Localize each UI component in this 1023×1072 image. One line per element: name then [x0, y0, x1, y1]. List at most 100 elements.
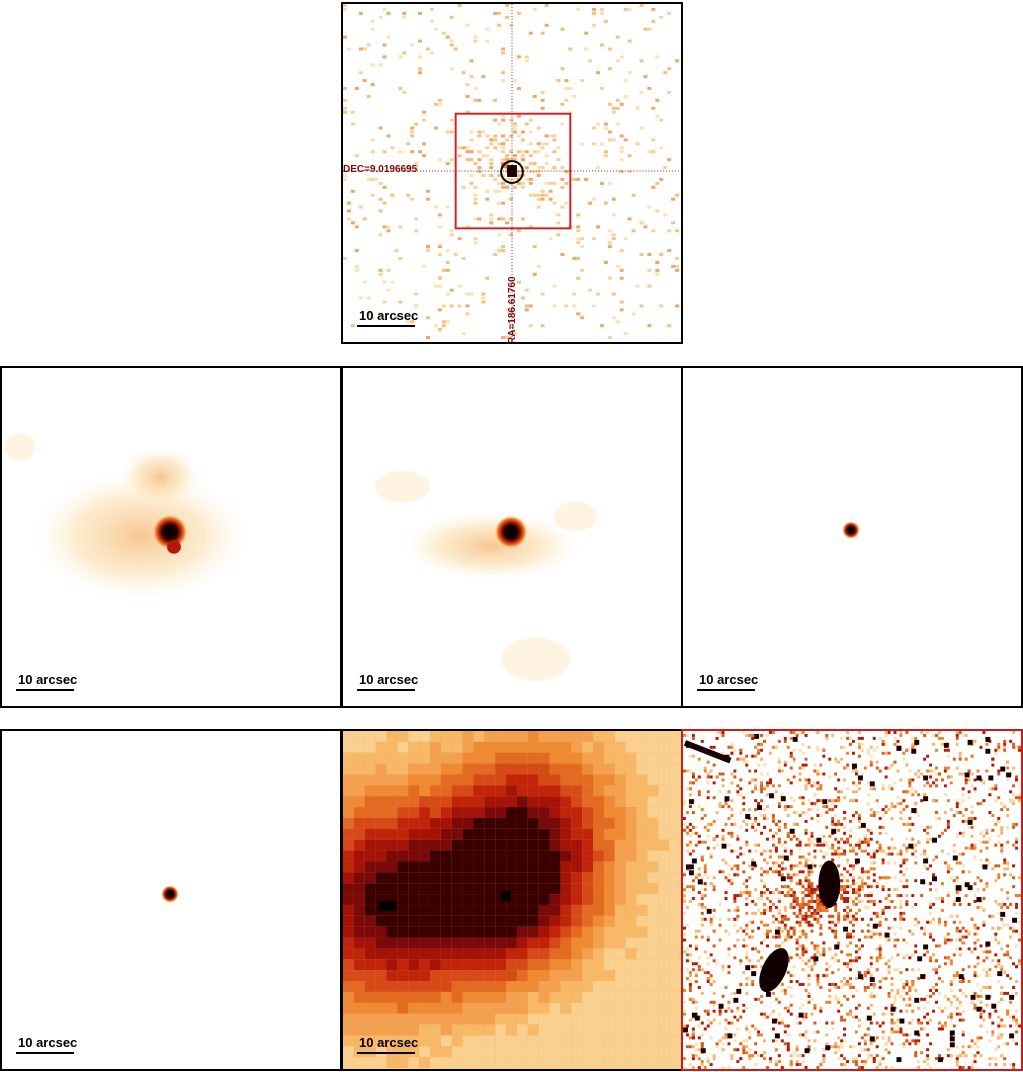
photon-pixel	[528, 162, 533, 166]
infrared-pixel	[364, 948, 376, 960]
photon-pixel	[485, 197, 490, 201]
optical-pixel	[1015, 1021, 1019, 1025]
optical-pixel	[754, 828, 758, 832]
optical-pixel	[935, 799, 938, 803]
optical-pixel	[831, 926, 835, 930]
infrared-pixel	[669, 839, 681, 851]
infrared-peak	[501, 891, 512, 901]
optical-pixel	[878, 985, 882, 989]
optical-pixel	[1003, 858, 1007, 862]
optical-pixel	[736, 894, 740, 898]
optical-pixel	[899, 849, 903, 853]
infrared-pixel	[571, 1046, 583, 1058]
optical-pixel	[997, 1036, 1001, 1040]
optical-pixel	[961, 733, 965, 737]
optical-pixel	[780, 867, 784, 871]
optical-pixel	[1012, 929, 1016, 933]
infrared-pixel	[527, 1013, 539, 1025]
optical-pixel	[813, 947, 817, 951]
infrared-pixel	[408, 785, 420, 797]
infrared-pixel	[658, 904, 670, 916]
photon-pixel	[607, 276, 612, 280]
optical-pixel	[943, 920, 947, 924]
optical-pixel	[1012, 731, 1016, 734]
optical-pixel	[683, 932, 686, 936]
optical-pixel	[798, 796, 802, 800]
infrared-pixel	[680, 1013, 681, 1025]
optical-pixel	[691, 825, 695, 829]
infrared-pixel	[506, 731, 517, 742]
optical-pixel	[929, 784, 933, 788]
optical-pixel	[819, 985, 823, 989]
photon-pixel	[410, 43, 415, 47]
photon-pixel	[473, 162, 478, 166]
optical-pixel	[760, 911, 764, 915]
optical-pixel	[875, 745, 879, 749]
optical-pixel	[849, 977, 852, 981]
optical-pixel	[872, 911, 876, 915]
optical-pixel	[955, 861, 959, 865]
infrared-pixel	[582, 970, 594, 982]
infrared-pixel	[353, 796, 365, 808]
optical-pixel	[982, 950, 986, 954]
infrared-pixel	[647, 937, 659, 949]
photon-pixel	[556, 221, 561, 225]
optical-pixel	[884, 1042, 888, 1046]
infrared-pixel	[614, 904, 626, 916]
infrared-pixel	[593, 774, 604, 786]
photon-pixel	[560, 122, 565, 126]
optical-pixel	[810, 885, 814, 889]
infrared-pixel	[582, 959, 594, 971]
infrared-pixel	[669, 774, 681, 786]
star-point	[688, 864, 694, 870]
optical-pixel	[801, 1060, 805, 1064]
optical-pixel	[1003, 1042, 1007, 1046]
star-point	[985, 748, 991, 754]
optical-pixel	[849, 843, 852, 847]
optical-pixel	[952, 814, 956, 817]
photon-pixel	[619, 276, 624, 280]
infrared-pixel	[473, 741, 485, 753]
optical-pixel	[810, 840, 814, 844]
optical-pixel	[875, 811, 879, 815]
infrared-pixel	[571, 872, 583, 884]
photon-pixel	[576, 237, 581, 241]
optical-pixel	[955, 891, 959, 895]
optical-pixel	[816, 799, 820, 803]
photon-pixel	[599, 11, 604, 15]
optical-pixel	[967, 790, 971, 794]
infrared-pixel	[582, 1068, 594, 1069]
infrared-pixel	[680, 872, 681, 884]
optical-pixel	[789, 974, 793, 978]
infrared-pixel	[658, 752, 670, 764]
optical-pixel	[854, 1006, 858, 1010]
optical-pixel	[789, 751, 793, 755]
optical-pixel	[857, 736, 861, 740]
optical-pixel	[843, 876, 847, 880]
optical-pixel	[801, 1003, 805, 1007]
photon-pixel	[481, 300, 486, 304]
optical-pixel	[745, 953, 749, 957]
optical-pixel	[908, 994, 912, 998]
star-point	[923, 944, 929, 950]
optical-pixel	[748, 1036, 752, 1040]
optical-pixel	[869, 900, 873, 903]
infrared-pixel	[516, 731, 528, 742]
infrared-pixel	[603, 1013, 615, 1025]
star-point	[766, 991, 771, 997]
optical-pixel	[700, 894, 704, 898]
optical-pixel	[878, 932, 882, 936]
infrared-pixel	[658, 926, 670, 938]
optical-pixel	[908, 956, 912, 960]
infrared-pixel	[364, 817, 376, 829]
optical-pixel	[982, 799, 986, 803]
optical-pixel	[896, 796, 900, 800]
optical-pixel	[923, 1015, 927, 1019]
optical-pixel	[742, 757, 746, 761]
optical-pixel	[688, 840, 692, 844]
infrared-pixel	[582, 1057, 594, 1069]
optical-pixel	[1003, 861, 1007, 865]
optical-pixel	[727, 816, 731, 820]
infrared-pixel	[397, 763, 409, 775]
optical-pixel	[946, 754, 950, 758]
